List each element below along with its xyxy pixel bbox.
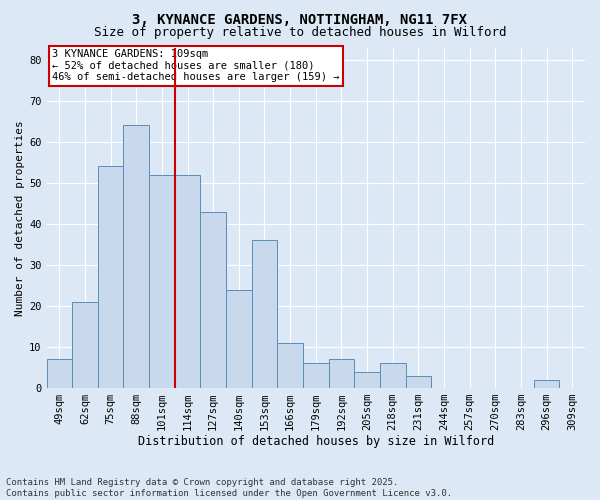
Bar xyxy=(226,290,251,388)
Bar xyxy=(329,360,354,388)
Bar xyxy=(72,302,98,388)
Bar xyxy=(175,174,200,388)
Bar xyxy=(149,174,175,388)
Bar xyxy=(406,376,431,388)
Bar xyxy=(124,126,149,388)
Bar xyxy=(251,240,277,388)
Text: 3 KYNANCE GARDENS: 109sqm
← 52% of detached houses are smaller (180)
46% of semi: 3 KYNANCE GARDENS: 109sqm ← 52% of detac… xyxy=(52,49,340,82)
Text: Size of property relative to detached houses in Wilford: Size of property relative to detached ho… xyxy=(94,26,506,39)
Bar xyxy=(380,364,406,388)
Bar xyxy=(277,343,303,388)
Bar xyxy=(200,212,226,388)
Bar xyxy=(534,380,559,388)
X-axis label: Distribution of detached houses by size in Wilford: Distribution of detached houses by size … xyxy=(137,434,494,448)
Y-axis label: Number of detached properties: Number of detached properties xyxy=(15,120,25,316)
Text: Contains HM Land Registry data © Crown copyright and database right 2025.
Contai: Contains HM Land Registry data © Crown c… xyxy=(6,478,452,498)
Bar xyxy=(47,360,72,388)
Bar xyxy=(98,166,124,388)
Bar xyxy=(303,364,329,388)
Text: 3, KYNANCE GARDENS, NOTTINGHAM, NG11 7FX: 3, KYNANCE GARDENS, NOTTINGHAM, NG11 7FX xyxy=(133,12,467,26)
Bar xyxy=(354,372,380,388)
